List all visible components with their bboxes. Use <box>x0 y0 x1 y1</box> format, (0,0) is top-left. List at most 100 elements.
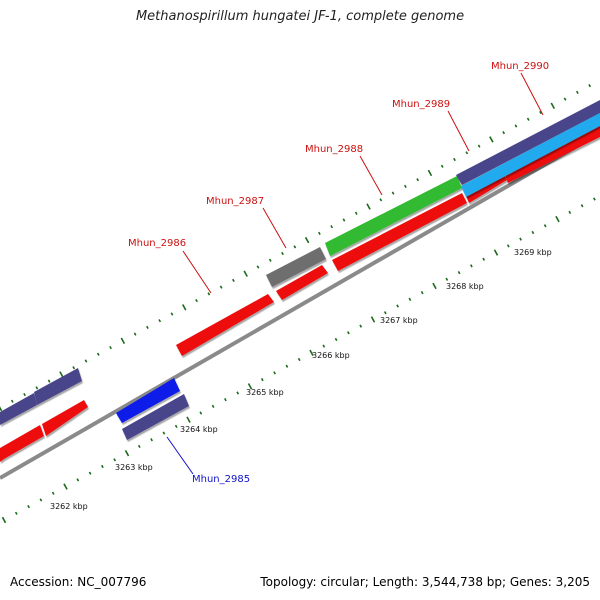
tick-mark <box>539 110 542 115</box>
tick-mark <box>543 224 547 228</box>
tick-mark <box>502 131 506 135</box>
tick-mark <box>420 291 424 295</box>
tick-mark <box>396 304 399 308</box>
tick-mark <box>207 292 211 296</box>
leader-mhun-2990 <box>520 72 544 116</box>
tick-mark <box>162 431 166 435</box>
tick-mark <box>563 97 567 101</box>
leader-mhun-2986 <box>182 250 212 294</box>
tick-mark <box>309 349 314 357</box>
tick-mark <box>59 371 64 378</box>
tick-mark <box>186 416 191 423</box>
tick-mark <box>465 151 469 155</box>
tick-mark <box>158 319 162 323</box>
tick-mark <box>243 270 248 277</box>
tick-mark <box>322 344 326 348</box>
tick-mark <box>14 511 18 515</box>
label-mhun-2989[interactable]: Mhun_2989 <box>392 99 450 110</box>
tick-mark <box>354 211 358 215</box>
kbp-label-3268: 3268 kbp <box>446 282 484 291</box>
kbp-label-3265: 3265 kbp <box>246 388 284 397</box>
tick-mark <box>408 297 412 301</box>
label-mhun-2988[interactable]: Mhun_2988 <box>305 144 363 155</box>
kbp-label-3264: 3264 kbp <box>180 425 218 434</box>
tick-mark <box>347 331 350 335</box>
gene-mhun-2988[interactable] <box>325 176 462 256</box>
tick-mark <box>113 458 117 462</box>
tick-mark <box>281 251 284 256</box>
tick-mark <box>383 311 387 315</box>
tick-mark <box>150 438 153 442</box>
gene-block-left-purple[interactable] <box>0 393 37 425</box>
tick-mark <box>124 449 130 457</box>
tick-mark <box>489 136 494 143</box>
tick-mark <box>72 366 76 370</box>
tick-mark <box>285 364 289 368</box>
tick-mark <box>224 398 227 402</box>
label-mhun-2987[interactable]: Mhun_2987 <box>206 196 264 207</box>
tick-mark <box>27 505 30 509</box>
tick-mark <box>23 392 26 397</box>
tick-mark <box>304 236 310 244</box>
tick-mark <box>391 191 395 195</box>
tick-mark <box>51 491 55 495</box>
gene-mhun-2989[interactable] <box>456 100 600 185</box>
label-mhun-2986[interactable]: Mhun_2986 <box>128 238 186 249</box>
tick-mark <box>146 325 149 330</box>
tick-mark <box>482 257 486 261</box>
gene-mhun-2987-red[interactable] <box>276 265 328 300</box>
tick-mark <box>519 237 522 241</box>
tick-mark <box>457 270 461 275</box>
label-mhun-2985[interactable]: Mhun_2985 <box>192 474 250 485</box>
tick-mark <box>416 178 420 182</box>
tick-mark <box>445 277 449 281</box>
gene-mhun-2985-blue[interactable] <box>116 378 180 423</box>
gene-mhun-2986[interactable] <box>176 294 274 356</box>
tick-mark <box>137 444 141 449</box>
tick-mark <box>10 399 14 403</box>
gene-mhun-2990-cyan[interactable] <box>461 113 600 197</box>
tick-mark <box>109 345 112 350</box>
gene-mhun-2985[interactable] <box>122 394 189 440</box>
tick-mark <box>293 245 297 249</box>
tick-mark <box>514 124 518 128</box>
tick-mark <box>440 164 444 168</box>
tick-mark <box>170 312 174 316</box>
tick-mark <box>580 204 584 208</box>
tick-mark <box>182 304 187 311</box>
tick-mark <box>493 249 499 256</box>
tick-mark <box>195 298 198 303</box>
tick-mark <box>236 391 240 395</box>
tick-mark <box>427 169 433 177</box>
tick-mark <box>256 265 260 269</box>
tick-row-upper <box>0 84 592 412</box>
gene-block-left-red-1[interactable] <box>0 425 44 462</box>
genome-backbone <box>0 131 600 480</box>
gene-block-left-purple-2[interactable] <box>34 368 82 405</box>
tick-mark <box>432 282 437 290</box>
tick-mark <box>35 386 39 390</box>
gene-mhun-2988-red[interactable] <box>332 193 467 271</box>
tick-mark <box>370 316 376 323</box>
tick-mark <box>506 244 510 248</box>
tick-mark <box>211 404 215 408</box>
tick-mark <box>0 406 3 412</box>
tick-mark <box>174 424 178 429</box>
tick-mark <box>568 210 572 215</box>
gene-mhun-2987[interactable] <box>266 247 326 287</box>
tick-mark <box>366 203 371 210</box>
tick-mark <box>531 230 535 235</box>
label-mhun-2990[interactable]: Mhun_2990 <box>491 61 549 72</box>
kbp-label-3269: 3269 kbp <box>514 248 552 257</box>
tick-mark <box>101 464 104 469</box>
accession-text: Accession: NC_007796 <box>10 575 147 589</box>
tick-mark <box>63 483 68 490</box>
tick-mark <box>593 197 596 201</box>
leader-mhun-2989 <box>447 110 470 152</box>
tick-mark <box>453 157 456 162</box>
tick-mark <box>477 144 481 148</box>
tick-mark <box>76 478 80 482</box>
tick-mark <box>219 285 223 289</box>
kbp-label-3263: 3263 kbp <box>115 463 153 472</box>
gene-block-left-red-2[interactable] <box>42 400 88 436</box>
